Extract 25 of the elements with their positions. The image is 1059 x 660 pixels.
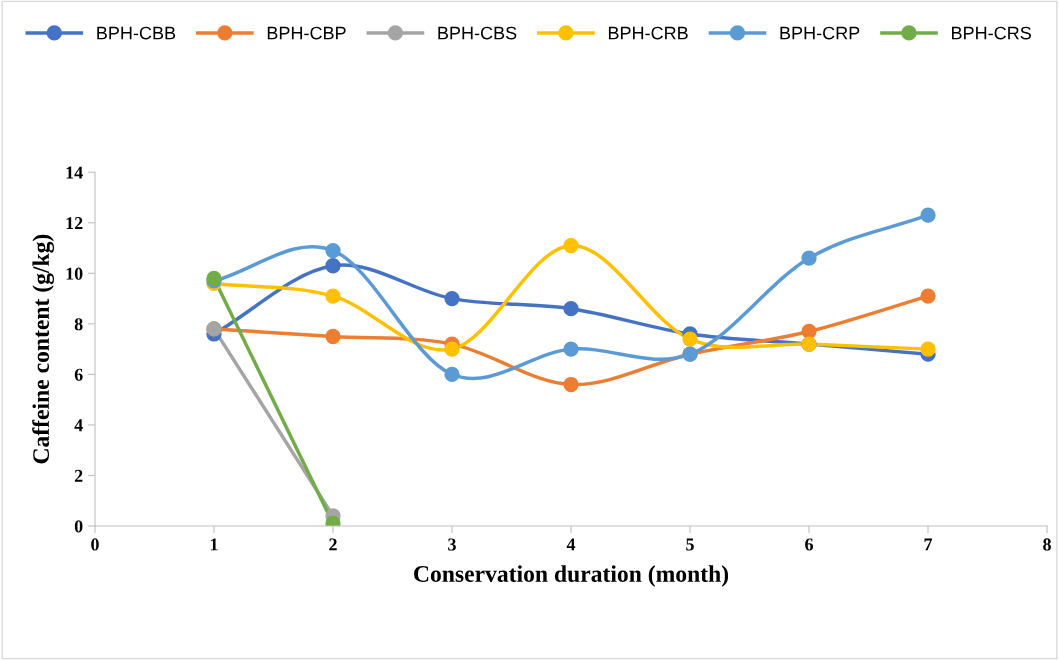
legend-label: BPH-CRB bbox=[608, 26, 688, 40]
x-tick-label: 1 bbox=[210, 538, 218, 551]
y-axis-title: Caffeine content (g/kg) bbox=[32, 234, 55, 464]
y-tick-label: 2 bbox=[74, 469, 83, 482]
x-tick-label: 3 bbox=[448, 538, 456, 551]
x-tick-label: 6 bbox=[805, 538, 814, 551]
y-tick-label: 0 bbox=[74, 520, 83, 533]
y-tick-label: 12 bbox=[66, 217, 83, 230]
x-axis-title: Conservation duration (month) bbox=[414, 565, 729, 587]
x-tick-label: 0 bbox=[91, 538, 99, 551]
x-tick-label: 4 bbox=[566, 538, 576, 551]
y-tick-label: 14 bbox=[66, 166, 83, 179]
legend-label: BPH-CBS bbox=[438, 26, 517, 40]
x-tick-label: 8 bbox=[1043, 538, 1051, 551]
y-tick-label: 4 bbox=[74, 419, 83, 432]
x-tick-label: 7 bbox=[924, 538, 933, 551]
legend-label: BPH-CRP bbox=[780, 26, 860, 40]
legend-label: BPH-CBB bbox=[97, 26, 176, 40]
y-tick-label: 10 bbox=[66, 267, 83, 280]
y-tick-label: 8 bbox=[74, 318, 83, 331]
x-tick-label: 2 bbox=[329, 538, 337, 551]
legend-label: BPH-CBP bbox=[267, 26, 346, 40]
x-tick-label: 5 bbox=[686, 538, 694, 551]
y-tick-label: 6 bbox=[74, 368, 83, 381]
legend-label: BPH-CRS bbox=[952, 26, 1031, 40]
